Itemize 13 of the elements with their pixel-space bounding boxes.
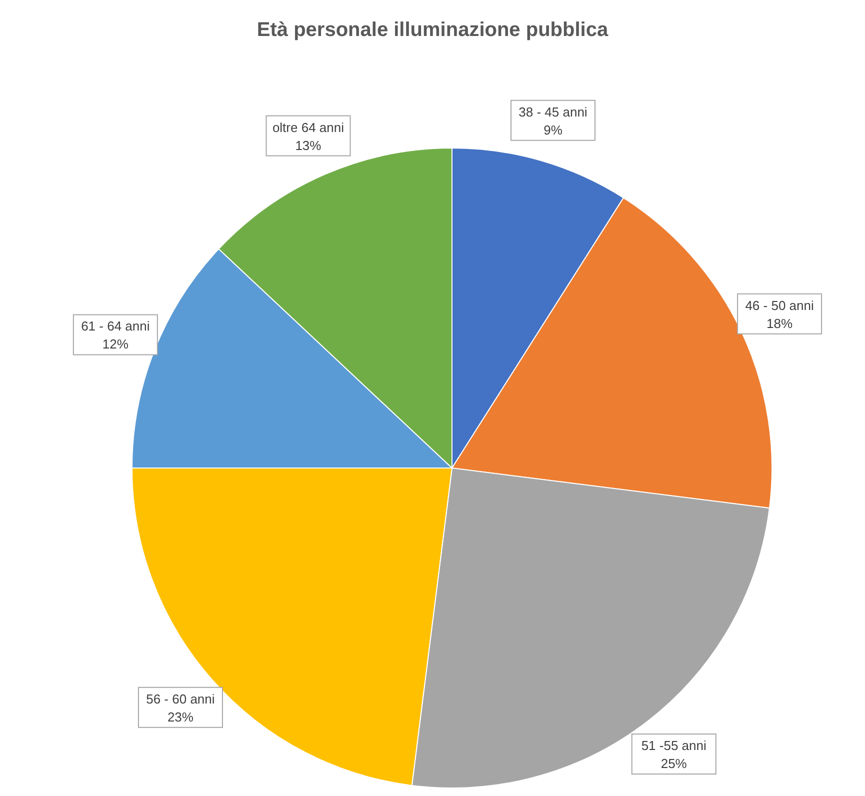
slice-label: 51 -55 anni bbox=[641, 738, 707, 754]
data-label: 12% bbox=[102, 336, 129, 352]
data-label: 18% bbox=[766, 316, 793, 331]
slice-label: oltre 64 anni bbox=[272, 120, 344, 135]
data-label: 13% bbox=[295, 138, 322, 153]
chart-title: Età personale illuminazione pubblica bbox=[256, 18, 610, 43]
slice-label: 61 - 64 anni bbox=[81, 318, 150, 334]
data-label: 25% bbox=[660, 756, 688, 772]
data-label: 9% bbox=[544, 122, 563, 138]
data-label: 23% bbox=[167, 709, 194, 724]
slice-label: 46 - 50 anni bbox=[745, 298, 814, 313]
slice-label: 56 - 60 anni bbox=[146, 691, 215, 706]
slice-label: 38 - 45 anni bbox=[518, 104, 588, 120]
